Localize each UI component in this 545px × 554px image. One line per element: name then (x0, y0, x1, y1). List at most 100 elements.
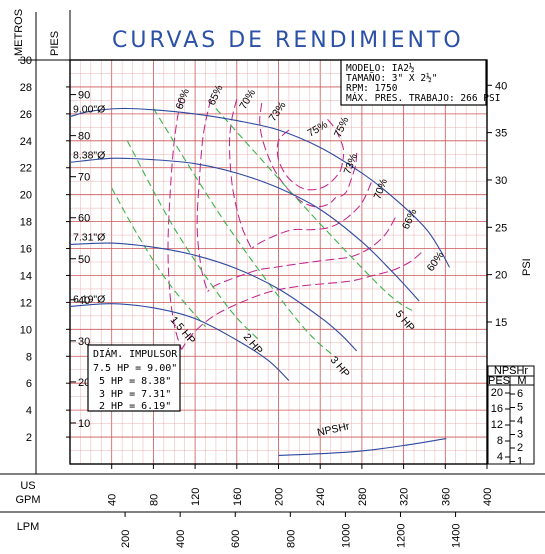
metros-tick-label: 14 (20, 270, 32, 282)
spec-max-pressure: MÁX. PRES. TRABAJO: 266 PSI (346, 92, 500, 104)
axis-title-metros: METROS (13, 9, 25, 56)
psi-tick-label: 30 (495, 175, 507, 187)
legend-title: DIÁM. IMPULSOR (93, 347, 178, 360)
lpm-tick-label: 1000 (340, 524, 352, 548)
head-curve-label: 9.00"Ø (73, 104, 105, 116)
metros-tick-label: 2 (26, 432, 32, 444)
efficiency-curve (327, 118, 345, 160)
metros-tick-label: 12 (20, 297, 32, 309)
gpm-tick-label: 200 (274, 488, 286, 506)
lpm-tick-label: 200 (120, 530, 132, 548)
hp-curve (126, 140, 259, 340)
npshr-scale-pies-head: PES (488, 375, 510, 387)
lpm-tick-label: 600 (230, 530, 242, 548)
hp-label: 3 HP (328, 354, 352, 380)
metros-tick-label: 24 (20, 136, 32, 148)
efficiency-label: 73% (267, 100, 289, 124)
metros-tick-label: 8 (26, 351, 32, 363)
specs-box: MODELO: IA2½ TAMAÑO: 3" X 2½" RPM: 1750 … (340, 59, 500, 106)
chart-title: CURVAS DE RENDIMIENTO (112, 28, 464, 53)
psi-tick-label: 40 (495, 80, 507, 92)
npshr-scale-m-value: 1 (517, 456, 523, 468)
axis-title-gpm: GPM (15, 494, 40, 506)
legend-item: 3 HP = 7.31" (99, 389, 171, 400)
gpm-tick-label: 360 (440, 488, 452, 506)
pies-tick-label: 90 (78, 90, 90, 102)
pies-tick-label: 30 (78, 336, 90, 348)
metros-tick-label: 20 (20, 190, 32, 202)
impeller-legend: DIÁM. IMPULSOR 7.5 HP = 9.00" 5 HP = 8.3… (87, 344, 181, 412)
pies-tick-label: 80 (78, 131, 90, 143)
gpm-tick-label: 400 (482, 488, 494, 506)
pies-tick-label: 40 (78, 295, 90, 307)
efficiency-label: 73% (342, 152, 360, 176)
efficiency-curve (251, 182, 372, 249)
metros-tick-label: 18 (20, 217, 32, 229)
axis-title-us: US (20, 480, 35, 492)
legend-item: 5 HP = 8.38" (99, 376, 171, 387)
gpm-tick-label: 40 (107, 494, 119, 506)
efficiency-label: 70% (372, 177, 390, 201)
pies-tick-label: 20 (78, 377, 90, 389)
gpm-tick-label: 280 (357, 488, 369, 506)
metros-tick-label: 28 (20, 82, 32, 94)
npshr-scale-pies-value: 12 (491, 419, 503, 431)
psi-tick-label: 25 (495, 222, 507, 234)
gpm-tick-label: 320 (399, 488, 411, 506)
hp-curve (111, 187, 206, 327)
gpm-tick-label: 160 (232, 488, 244, 506)
pies-tick-label: 50 (78, 254, 90, 266)
legend-item: 2 HP = 6.19" (99, 401, 171, 412)
npshr-scale-pies-value: 20 (491, 387, 503, 399)
efficiency-curve (338, 152, 358, 198)
efficiency-curve (207, 217, 396, 293)
efficiency-label: 70% (237, 87, 258, 111)
efficiency-curve (276, 129, 344, 191)
lpm-tick-label: 1400 (451, 524, 463, 548)
head-curve-label: 8.38"Ø (73, 149, 105, 161)
metros-tick-label: 26 (20, 109, 32, 121)
npshr-curve (278, 438, 447, 456)
npshr-scale-m-head: M (517, 375, 526, 387)
lpm-tick-label: 400 (175, 530, 187, 548)
hp-curve (215, 108, 415, 313)
gpm-tick-label: 120 (190, 488, 202, 506)
pies-tick-label: 70 (78, 172, 90, 184)
metros-tick-label: 16 (20, 244, 32, 256)
head-curve (69, 303, 290, 381)
gpm-tick-label: 80 (148, 494, 160, 506)
axis-title-pies: PIES (49, 31, 61, 56)
metros-tick-label: 10 (20, 324, 32, 336)
efficiency-curve (228, 98, 252, 249)
npshr-scale-m-value: 5 (517, 402, 523, 414)
spec-rpm: RPM: 1750 (346, 83, 398, 94)
hp-label: 5 HP (393, 308, 417, 334)
npshr-scale-m-value: 4 (517, 415, 523, 427)
efficiency-curve (196, 98, 212, 292)
efficiency-label: 75% (306, 119, 330, 140)
head-curve (69, 157, 420, 302)
npshr-scale-pies-value: 8 (497, 435, 503, 447)
metros-tick-label: 6 (26, 378, 32, 390)
metros-tick-label: 30 (20, 55, 32, 67)
npshr-scale-pies-value: 16 (491, 403, 503, 415)
psi-tick-label: 15 (495, 317, 507, 329)
axes-layer: METROS PIESPSIUSGPMLPM2468101214161820222… (0, 9, 545, 548)
gpm-tick-label: 240 (315, 488, 327, 506)
lpm-tick-label: 800 (285, 530, 297, 548)
npshr-scale-title: NPSHr (494, 365, 529, 377)
metros-tick-label: 4 (26, 405, 32, 417)
spec-size: TAMAÑO: 3" X 2½" (346, 73, 438, 84)
grid-layer (69, 59, 488, 465)
head-curve-label: 6.19"Ø (73, 293, 105, 305)
npshr-scale-m-value: 3 (517, 429, 523, 441)
axis-title-psi: PSI (521, 258, 533, 276)
spec-model: MODELO: IA2½ (346, 63, 415, 74)
pies-tick-label: 60 (78, 213, 90, 225)
efficiency-label: 60% (425, 250, 447, 274)
npshr-scale-pies-value: 4 (497, 451, 503, 463)
efficiency-curve (181, 252, 422, 350)
pies-tick-label: 10 (78, 418, 90, 430)
